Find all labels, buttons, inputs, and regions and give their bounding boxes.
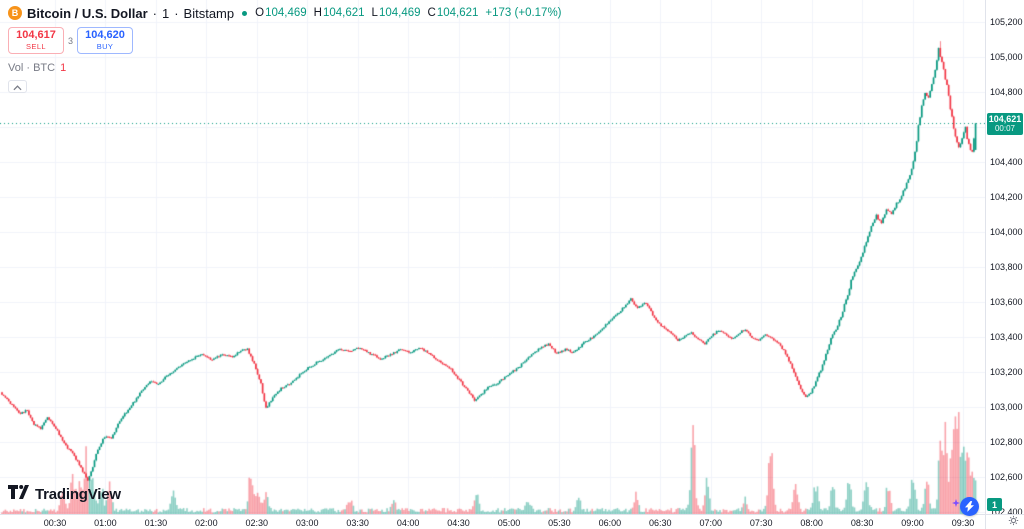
time-axis[interactable]: 00:30 01:00 01:30 02:00 02:30 03:00 03:30 04:00… [0,514,985,529]
price-axis-label: 104,800 [990,86,1023,97]
high-label: H [313,7,322,19]
bitcoin-icon: B [8,6,22,20]
volume-indicator-legend[interactable]: Vol · BTC 1 [8,62,562,74]
low-value: 104,469 [378,7,421,19]
price-axis-label: 102,800 [990,437,1023,448]
symbol-title[interactable]: Bitcoin / U.S. Dollar [27,5,148,21]
price-axis-label: 104,000 [990,227,1023,238]
sell-button[interactable]: 104,617 SELL [8,27,64,54]
candle-countdown: 00:07 [994,124,1016,134]
buy-label: BUY [96,42,114,52]
time-axis-label: 04:30 [447,518,470,528]
time-axis-label: 06:00 [598,518,622,528]
price-axis[interactable]: 104,621 00:07 105,200 105,000 104,800 104,6… [985,0,1024,514]
time-axis-label: 02:30 [245,518,269,528]
price-axis-label: 105,200 [990,16,1023,27]
tradingview-logo-icon [8,484,29,505]
buy-button[interactable]: 104,620 BUY [77,27,134,54]
price-axis-label: 102,400 [990,507,1023,514]
current-price-label: 104,621 00:07 [987,113,1023,136]
trade-panel: 104,617 SELL 3 104,620 BUY [8,27,562,54]
time-axis-label: 01:00 [94,518,117,528]
volume-indicator-label: Vol · BTC [8,62,56,74]
time-axis-label: 03:00 [295,518,319,528]
interval-value[interactable]: 1 [161,5,170,21]
price-axis-label: 104,200 [990,192,1023,203]
interval-badge[interactable]: 1 [987,498,1002,511]
ohlc-readout: O 104,469 H 104,621 L 104,469 C 104,621 +173… [255,7,561,19]
price-axis-label: 103,800 [990,262,1023,273]
price-axis-label: 103,400 [990,332,1023,343]
close-label: C [427,7,436,19]
volume-indicator-value: 1 [60,62,67,74]
sell-label: SELL [26,42,46,52]
open-label: O [255,7,265,19]
spread-value: 3 [68,35,74,46]
price-axis-label: 104,400 [990,156,1023,167]
gear-icon[interactable] [1008,513,1019,529]
time-axis-label: 05:00 [497,518,521,528]
close-value: 104,621 [436,7,479,19]
price-axis-label: 105,000 [990,51,1023,62]
axis-settings-corner[interactable] [985,514,1024,529]
open-value: 104,469 [265,7,307,19]
time-axis-label: 09:30 [951,518,975,528]
price-axis-label: 103,200 [990,367,1023,378]
time-axis-label: 04:00 [396,518,420,528]
quick-trade-button[interactable] [952,494,979,516]
low-label: L [371,7,378,19]
price-axis-label: 103,000 [990,402,1023,413]
time-axis-label: 06:30 [649,518,672,528]
sell-price: 104,617 [16,29,56,42]
time-axis-label: 02:00 [195,518,218,528]
symbol-row: B Bitcoin / U.S. Dollar · 1 · Bitstamp O… [8,5,562,21]
time-axis-label: 01:30 [144,518,168,528]
chevron-up-icon [13,78,22,96]
time-axis-label: 09:00 [901,518,924,528]
chart-legend: B Bitcoin / U.S. Dollar · 1 · Bitstamp O… [8,5,562,93]
time-axis-label: 08:00 [800,518,823,528]
sparkle-icon [952,494,960,512]
market-status-icon [242,10,248,16]
change-value: +173 (+0.17%) [485,7,562,19]
time-axis-label: 05:30 [548,518,571,528]
tradingview-logo[interactable]: TradingView [8,484,121,505]
exchange-name[interactable]: Bitstamp [183,5,235,21]
current-price-value: 104,621 [988,114,1022,125]
candlestick-chart[interactable] [0,0,985,514]
high-value: 104,621 [322,7,365,19]
buy-price: 104,620 [85,29,125,42]
time-axis-label: 03:30 [346,518,369,528]
time-axis-label: 00:30 [43,518,67,528]
separator: · [174,5,179,21]
price-axis-label: 103,600 [990,297,1023,308]
collapse-indicators-button[interactable] [8,80,27,93]
lightning-bolt-icon [960,497,979,516]
price-axis-label: 102,600 [990,472,1023,483]
tradingview-logo-text: TradingView [35,486,121,503]
time-axis-label: 08:30 [850,518,874,528]
time-axis-label: 07:30 [749,518,773,528]
separator: · [152,5,157,21]
time-axis-label: 07:00 [699,518,723,528]
